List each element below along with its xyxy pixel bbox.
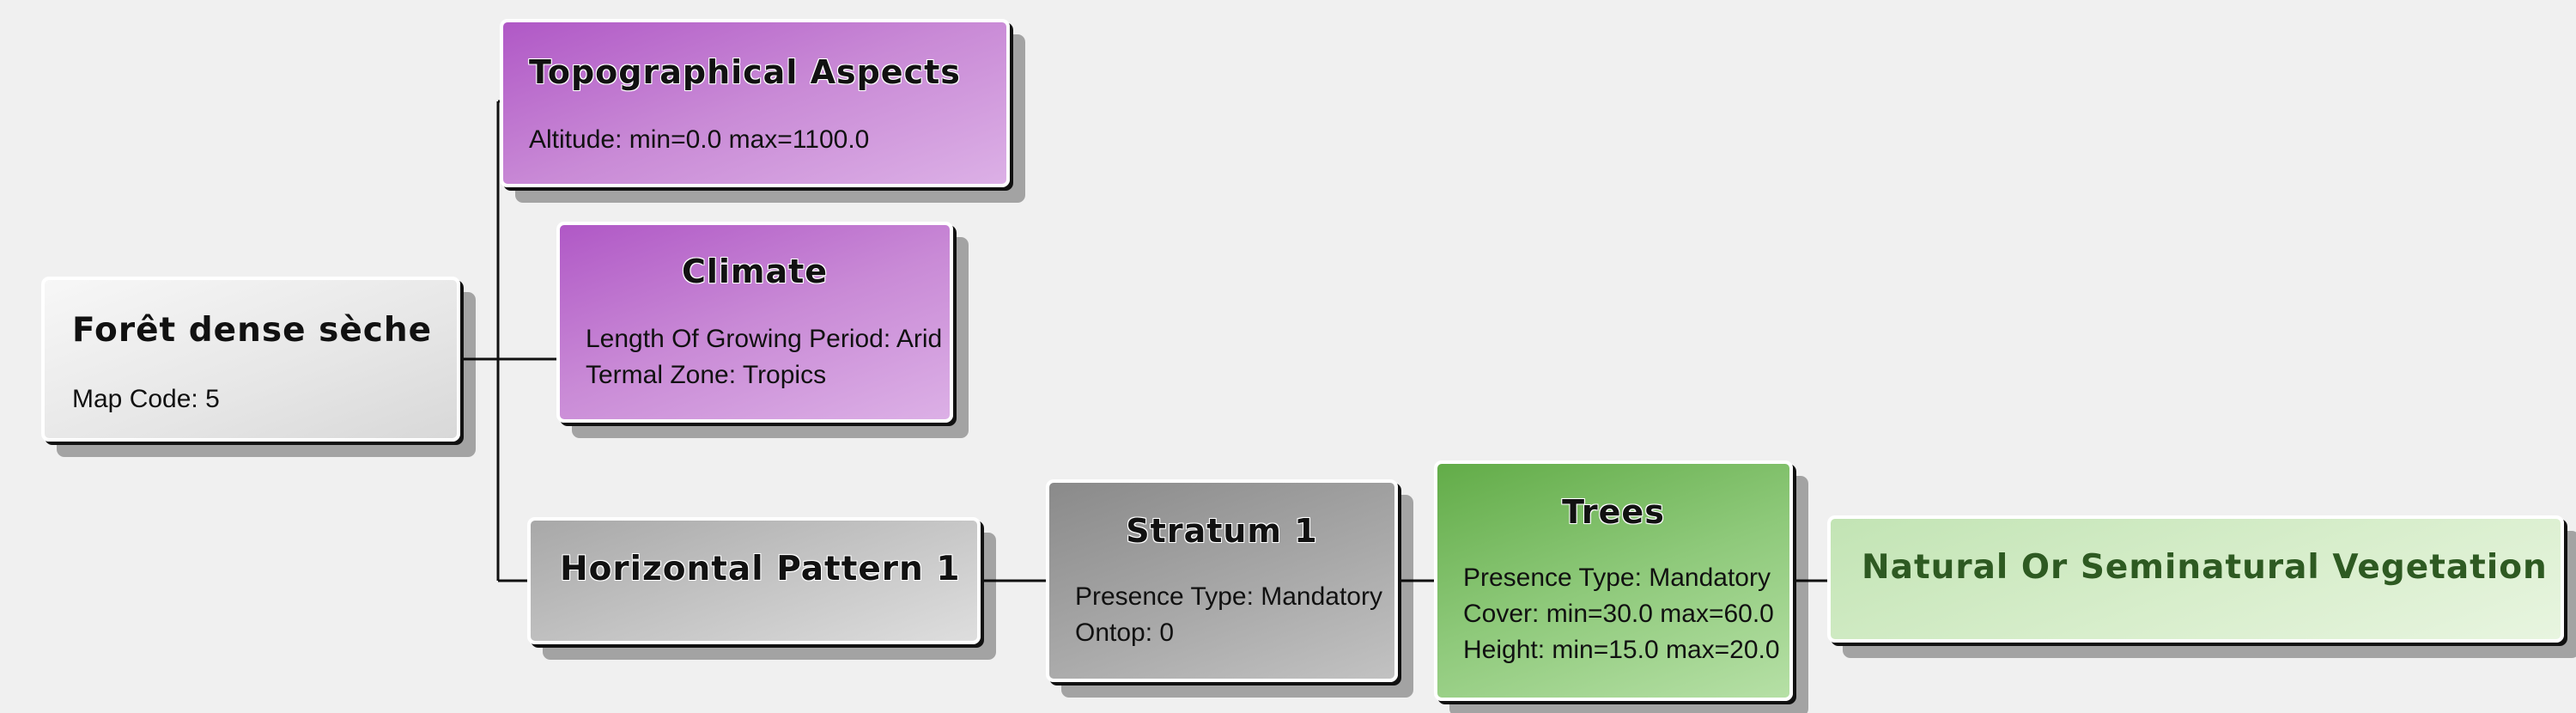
attr-ontop: Ontop: 0 [1075,619,1175,647]
attr-growing-period: Length Of Growing Period: Arid [586,325,943,353]
node-title: Forêt dense sèche [72,311,433,350]
attr-cover: Cover: min=30.0 max=60.0 [1463,600,1774,628]
node-attributes: Map Code: 5 [72,381,220,417]
attr-altitude: Altitude: min=0.0 max=1100.0 [529,125,870,154]
node-climate[interactable]: Climate Length Of Growing Period: Arid T… [556,222,953,423]
attr-presence-type: Presence Type: Mandatory [1463,564,1771,592]
attr-map-code: Map Code: 5 [72,385,220,413]
node-attributes: Length Of Growing Period: Arid Termal Zo… [586,321,942,393]
node-title: Stratum 1 [1126,512,1318,550]
node-stratum-1[interactable]: Stratum 1 Presence Type: Mandatory Ontop… [1046,479,1398,682]
node-horizontal-pattern-1[interactable]: Horizontal Pattern 1 [527,517,981,644]
node-attributes: Presence Type: Mandatory Cover: min=30.0… [1463,560,1780,668]
node-title: Trees [1562,493,1665,531]
node-title: Natural Or Seminatural Vegetation [1862,548,2548,587]
attr-presence-type: Presence Type: Mandatory [1075,582,1382,611]
node-title: Topographical Aspects [529,53,961,91]
node-foret-dense-seche[interactable]: Forêt dense sèche Map Code: 5 [41,277,460,442]
node-attributes: Altitude: min=0.0 max=1100.0 [529,122,869,158]
node-topographical-aspects[interactable]: Topographical Aspects Altitude: min=0.0 … [500,19,1010,187]
attr-height: Height: min=15.0 max=20.0 [1463,636,1780,664]
node-title: Horizontal Pattern 1 [560,550,961,588]
attr-termal-zone: Termal Zone: Tropics [586,361,827,389]
node-trees[interactable]: Trees Presence Type: Mandatory Cover: mi… [1434,460,1793,701]
node-attributes: Presence Type: Mandatory Ontop: 0 [1075,579,1382,651]
node-title: Climate [681,253,829,290]
node-natural-or-seminatural-vegetation[interactable]: Natural Or Seminatural Vegetation [1827,515,2564,643]
